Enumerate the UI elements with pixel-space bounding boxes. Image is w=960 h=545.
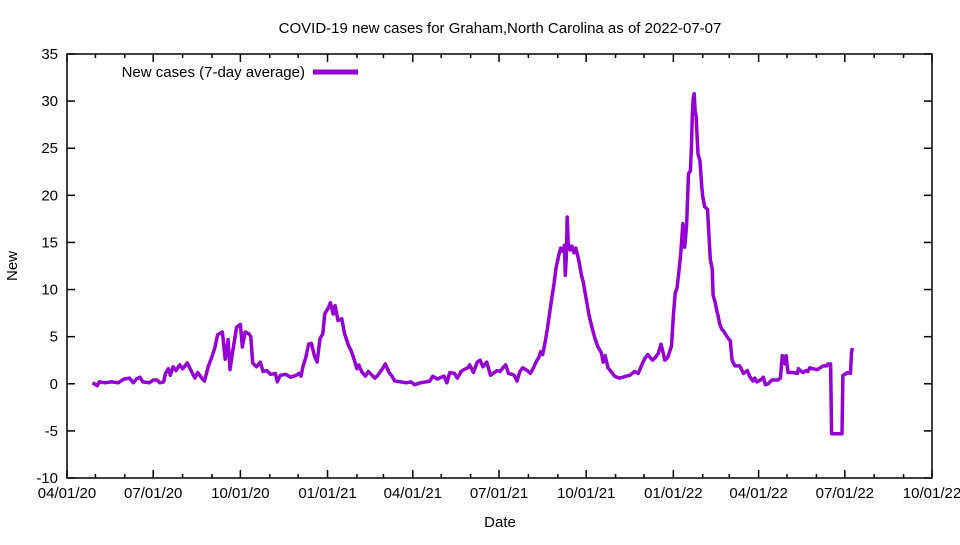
y-tick-label: 10 (41, 282, 58, 299)
y-tick-labels: -10 -5 0 5 10 15 20 25 30 35 (36, 46, 58, 487)
x-tick-label: 07/01/22 (816, 485, 874, 502)
x-tick-label: 07/01/20 (124, 485, 182, 502)
y-tick-label: 20 (41, 187, 58, 204)
chart-line (91, 91, 855, 436)
y-tick-label: 35 (41, 46, 58, 63)
axis-ticks (66, 53, 933, 479)
x-tick-label: 10/01/20 (211, 485, 269, 502)
x-tick-label: 01/01/21 (298, 485, 356, 502)
plot-border (66, 53, 933, 479)
y-tick-label: 25 (41, 140, 58, 157)
y-tick-label: 15 (41, 234, 58, 251)
y-axis-label: New (4, 251, 21, 281)
x-tick-label: 04/01/21 (384, 485, 442, 502)
x-tick-label: 01/01/22 (644, 485, 702, 502)
x-tick-label: 10/01/22 (903, 485, 960, 502)
x-axis-label: Date (484, 514, 516, 531)
y-tick-label: 5 (50, 329, 58, 346)
y-tick-label: 0 (50, 376, 58, 393)
legend: New cases (7-day average) (122, 64, 358, 81)
x-tick-labels: 04/01/20 07/01/20 10/01/20 01/01/21 04/01/21… (38, 485, 960, 502)
x-tick-label: 04/01/20 (38, 485, 96, 502)
y-tick-label: -10 (36, 470, 58, 487)
series-line (91, 91, 855, 436)
x-tick-label: 04/01/22 (729, 485, 787, 502)
y-tick-label: -5 (45, 423, 58, 440)
x-tick-label: 07/01/21 (470, 485, 528, 502)
x-tick-label: 10/01/21 (557, 485, 615, 502)
y-tick-label: 30 (41, 93, 58, 110)
legend-label: New cases (7-day average) (122, 64, 305, 81)
chart-title: COVID-19 new cases for Graham,North Caro… (279, 20, 722, 37)
